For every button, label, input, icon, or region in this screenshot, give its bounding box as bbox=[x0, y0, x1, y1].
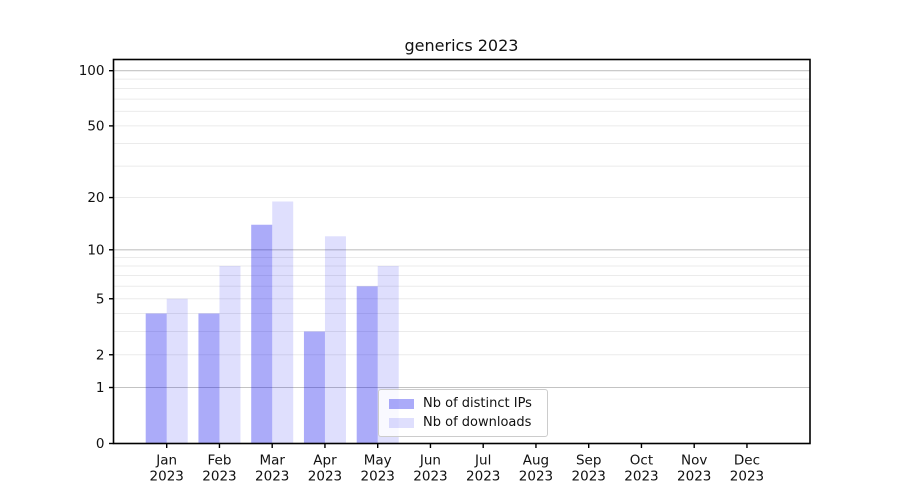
legend-item-distinct-ips: Nb of distinct IPs bbox=[389, 396, 547, 411]
x-tick-label-month: Aug bbox=[523, 453, 549, 469]
y-tick-label: 0 bbox=[96, 436, 105, 452]
y-tick-label: 20 bbox=[87, 190, 104, 206]
x-tick-label-month: Mar bbox=[259, 453, 285, 469]
legend-box: Nb of distinct IPs Nb of downloads bbox=[378, 389, 548, 437]
x-tick-label-year: 2023 bbox=[519, 469, 553, 485]
bar-distinct-ips bbox=[303, 331, 325, 444]
x-tick-label-month: Dec bbox=[734, 453, 760, 469]
y-tick-label: 1 bbox=[96, 380, 105, 396]
y-tick-label: 50 bbox=[87, 118, 104, 134]
bar-downloads bbox=[219, 266, 241, 444]
bar-distinct-ips bbox=[356, 286, 378, 444]
bar-downloads bbox=[166, 298, 188, 444]
x-tick-label-month: Apr bbox=[313, 453, 337, 469]
y-tick-label: 2 bbox=[96, 347, 105, 363]
x-tick-label-year: 2023 bbox=[255, 469, 289, 485]
bar-distinct-ips bbox=[198, 313, 220, 444]
y-tick-label: 100 bbox=[79, 63, 105, 79]
x-tick-label-year: 2023 bbox=[150, 469, 184, 485]
bar-downloads bbox=[272, 201, 294, 444]
legend-swatch-downloads bbox=[389, 417, 414, 428]
y-tick-label: 5 bbox=[96, 291, 105, 307]
x-tick-label-year: 2023 bbox=[202, 469, 236, 485]
x-tick-label-month: Jan bbox=[155, 453, 177, 469]
x-tick-label-month: Oct bbox=[630, 453, 653, 469]
x-tick-label-month: Feb bbox=[207, 453, 231, 469]
x-tick-label-year: 2023 bbox=[730, 469, 764, 485]
x-tick-label-year: 2023 bbox=[466, 469, 500, 485]
x-tick-label-month: Nov bbox=[681, 453, 707, 469]
x-tick-label-year: 2023 bbox=[572, 469, 606, 485]
chart-title: generics 2023 bbox=[404, 36, 519, 55]
x-tick-label-year: 2023 bbox=[677, 469, 711, 485]
x-tick-label-year: 2023 bbox=[624, 469, 658, 485]
bar-distinct-ips bbox=[145, 313, 167, 444]
legend-item-downloads: Nb of downloads bbox=[389, 415, 547, 430]
bar-downloads bbox=[324, 236, 346, 444]
x-tick-label-month: Jul bbox=[474, 453, 491, 469]
x-tick-label-month: Sep bbox=[576, 453, 601, 469]
axes-box bbox=[112, 58, 811, 445]
legend-swatch-distinct-ips bbox=[389, 398, 414, 409]
x-tick-label-year: 2023 bbox=[361, 469, 395, 485]
x-tick-label-year: 2023 bbox=[413, 469, 447, 485]
x-tick-label-year: 2023 bbox=[308, 469, 342, 485]
x-tick-label-month: Jun bbox=[419, 453, 441, 469]
x-tick-label-month: May bbox=[364, 453, 392, 469]
legend-label-distinct-ips: Nb of distinct IPs bbox=[423, 396, 532, 411]
bar-distinct-ips bbox=[251, 224, 273, 444]
legend-label-downloads: Nb of downloads bbox=[423, 415, 532, 430]
y-tick-label: 10 bbox=[87, 242, 104, 258]
